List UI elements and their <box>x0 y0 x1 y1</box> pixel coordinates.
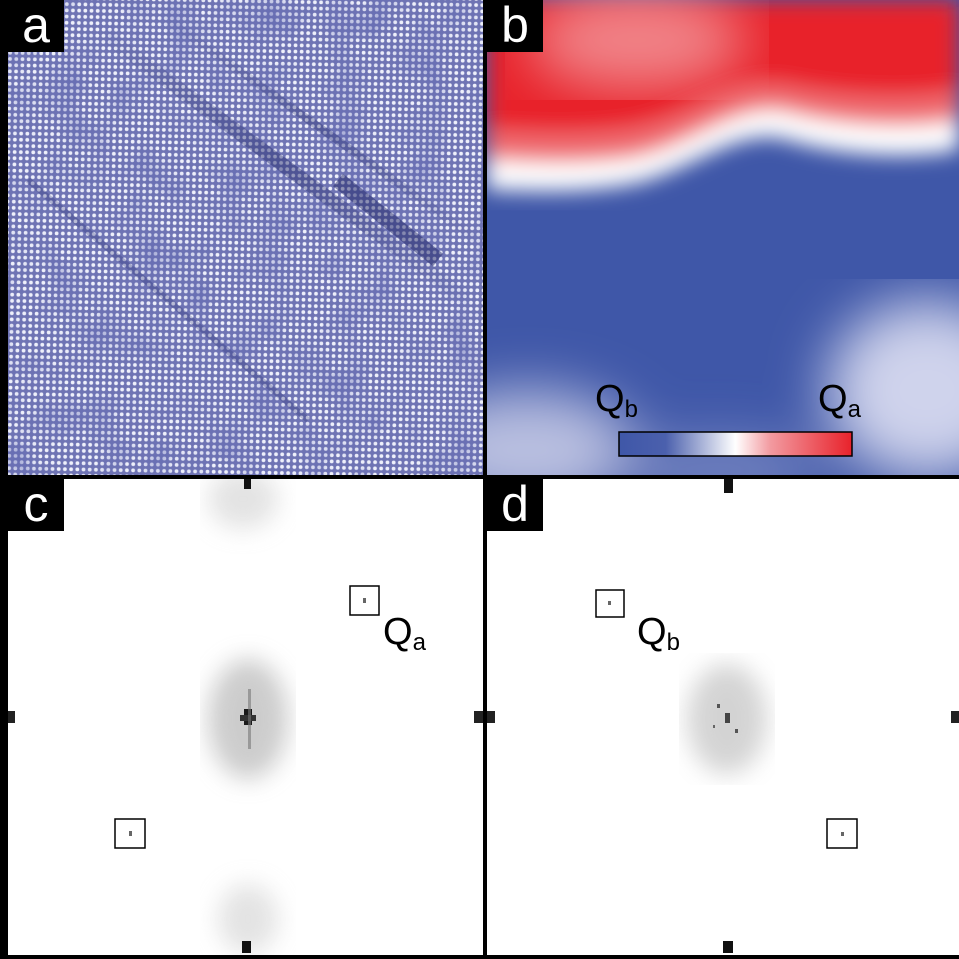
colorbar-label-left: Qb <box>595 380 638 429</box>
qb-peak-label: Qb <box>637 613 680 662</box>
bragg-peak-bottom <box>723 941 733 953</box>
bragg-peak-top <box>724 479 733 493</box>
fourier-image-c <box>8 479 483 955</box>
panel-label-a: a <box>8 0 64 52</box>
panel-b-domain-map: b Qb Qa <box>487 0 959 475</box>
fourier-image-d <box>487 479 959 955</box>
qa-box-lower-left <box>114 818 146 849</box>
panel-d-fourier-transform: d Qb <box>487 479 959 955</box>
colorbar-label-right: Qa <box>818 380 861 429</box>
panel-a-topograph: a <box>8 0 483 475</box>
colorbar <box>618 431 853 457</box>
panel-label-b: b <box>487 0 543 52</box>
qb-peak-main: Q <box>637 611 667 653</box>
bragg-peak-top <box>244 479 251 489</box>
colorbar-left-sub: b <box>624 396 638 423</box>
panel-c-fourier-transform: c Qa <box>8 479 483 955</box>
qa-peak-sub: a <box>412 629 426 656</box>
topograph-image <box>8 0 483 475</box>
central-peak <box>240 689 256 749</box>
qa-peak-main: Q <box>383 611 413 653</box>
panel-label-c: c <box>8 479 64 531</box>
qb-box-upper-left <box>595 589 625 618</box>
bragg-peak-left <box>487 711 495 723</box>
bragg-peak-bottom <box>242 941 251 953</box>
colorbar-right-main: Q <box>818 378 848 420</box>
qb-peak-sub: b <box>666 629 680 656</box>
colorbar-left-main: Q <box>595 378 625 420</box>
qb-box-lower-right <box>826 818 858 849</box>
central-peak <box>713 704 738 733</box>
bragg-peak-right <box>474 711 483 723</box>
bragg-peak-right <box>951 711 959 723</box>
qa-peak-label: Qa <box>383 613 426 662</box>
domain-map-image <box>487 0 959 475</box>
colorbar-right-sub: a <box>847 396 861 423</box>
panel-label-d: d <box>487 479 543 531</box>
qa-box-upper-right <box>349 585 380 616</box>
bragg-peak-left <box>8 711 15 723</box>
